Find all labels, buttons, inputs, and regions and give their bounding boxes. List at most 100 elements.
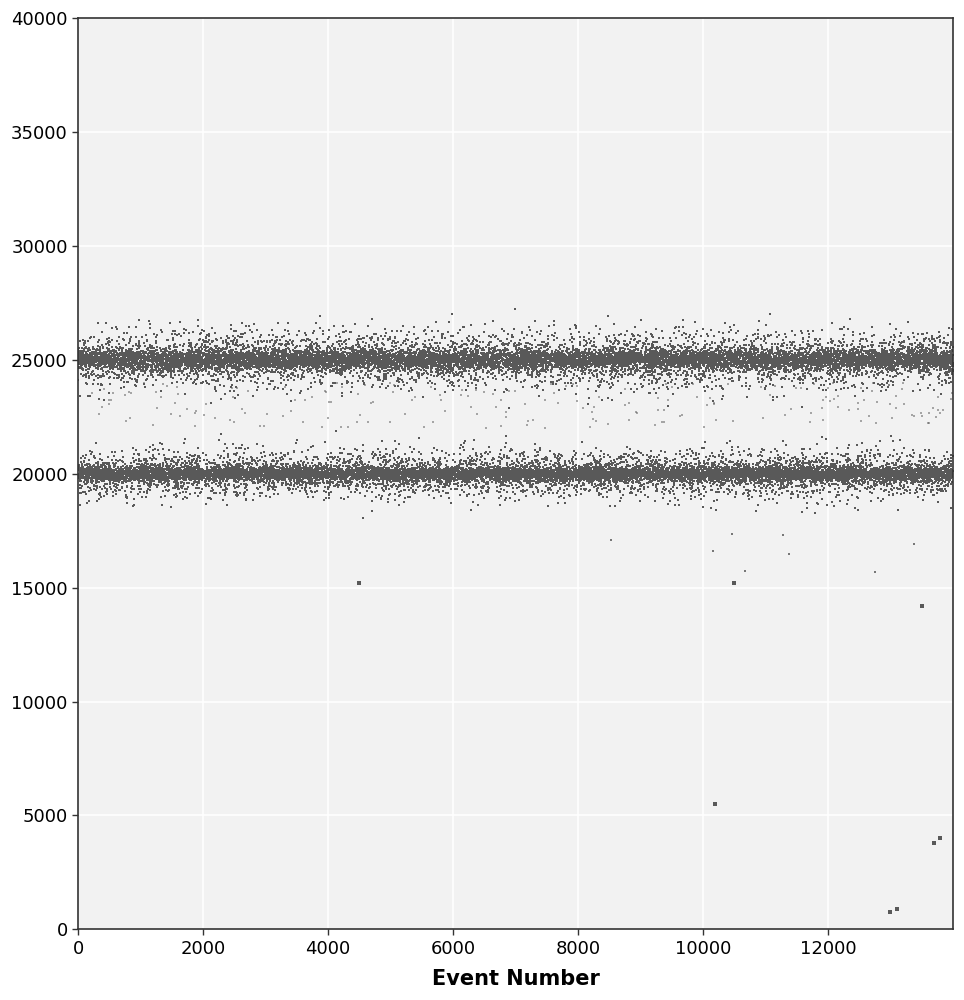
Point [274, 354, 289, 370]
Point [667, 349, 683, 365]
Point [345, 349, 361, 365]
Point [435, 350, 450, 366]
Point [730, 459, 745, 475]
Point [259, 350, 275, 366]
Point [298, 463, 313, 479]
Point [750, 467, 765, 483]
Point [653, 469, 668, 485]
Point [854, 380, 870, 396]
Point [154, 356, 170, 372]
Point [863, 480, 878, 496]
Point [97, 345, 113, 361]
Point [884, 350, 899, 366]
Point [218, 347, 233, 363]
Point [701, 452, 716, 468]
Point [122, 410, 138, 426]
Point [830, 342, 845, 358]
Point [163, 464, 178, 480]
Point [308, 352, 323, 368]
Point [416, 471, 432, 487]
Point [279, 345, 294, 361]
Point [480, 469, 495, 485]
Point [629, 470, 644, 486]
Point [523, 355, 539, 371]
Point [722, 340, 737, 356]
Point [667, 464, 683, 480]
Point [724, 348, 739, 364]
Point [574, 478, 589, 494]
Point [281, 352, 297, 368]
Point [571, 347, 586, 363]
Point [862, 458, 877, 474]
Point [159, 454, 174, 470]
Point [524, 453, 540, 469]
Point [575, 351, 590, 367]
Point [486, 342, 501, 358]
Point [944, 352, 959, 368]
Point [531, 344, 547, 360]
Point [412, 455, 427, 471]
Point [281, 340, 296, 356]
Point [723, 357, 738, 373]
Point [192, 348, 207, 364]
Point [800, 361, 816, 377]
Point [803, 348, 818, 364]
Point [172, 360, 187, 376]
Point [377, 351, 392, 367]
Point [449, 352, 465, 368]
Point [270, 468, 285, 484]
Point [433, 468, 448, 484]
Point [376, 373, 391, 389]
Point [757, 465, 772, 481]
Point [163, 466, 178, 482]
Point [281, 348, 297, 364]
Point [582, 465, 598, 481]
Point [154, 464, 170, 480]
Point [758, 354, 773, 370]
Point [834, 381, 849, 397]
Point [731, 354, 746, 370]
Point [415, 463, 431, 479]
Point [707, 354, 722, 370]
Point [454, 463, 469, 479]
Point [263, 350, 279, 366]
Point [459, 462, 474, 478]
Point [768, 484, 784, 500]
Point [541, 350, 556, 366]
Point [275, 347, 290, 363]
Point [796, 470, 812, 486]
Point [88, 342, 103, 358]
Point [516, 351, 531, 367]
Point [903, 467, 919, 483]
Point [338, 471, 354, 487]
Point [389, 467, 405, 483]
Point [166, 359, 181, 375]
Point [705, 356, 720, 372]
Point [829, 465, 844, 481]
Point [367, 337, 383, 353]
Point [761, 465, 776, 481]
Point [533, 468, 549, 484]
Point [480, 354, 495, 370]
Point [629, 353, 644, 369]
Point [882, 334, 897, 350]
Point [851, 464, 867, 480]
Point [514, 466, 529, 482]
Point [354, 462, 369, 478]
Point [237, 348, 253, 364]
Point [182, 353, 198, 369]
Point [214, 479, 229, 495]
Point [938, 460, 953, 476]
Point [129, 465, 145, 481]
Point [801, 454, 817, 470]
Point [646, 459, 661, 475]
Point [627, 348, 642, 364]
Point [345, 340, 361, 356]
Point [84, 349, 99, 365]
Point [907, 536, 923, 552]
Point [895, 470, 910, 486]
Point [640, 354, 656, 370]
Point [206, 345, 222, 361]
Point [705, 455, 720, 471]
Point [418, 359, 434, 375]
